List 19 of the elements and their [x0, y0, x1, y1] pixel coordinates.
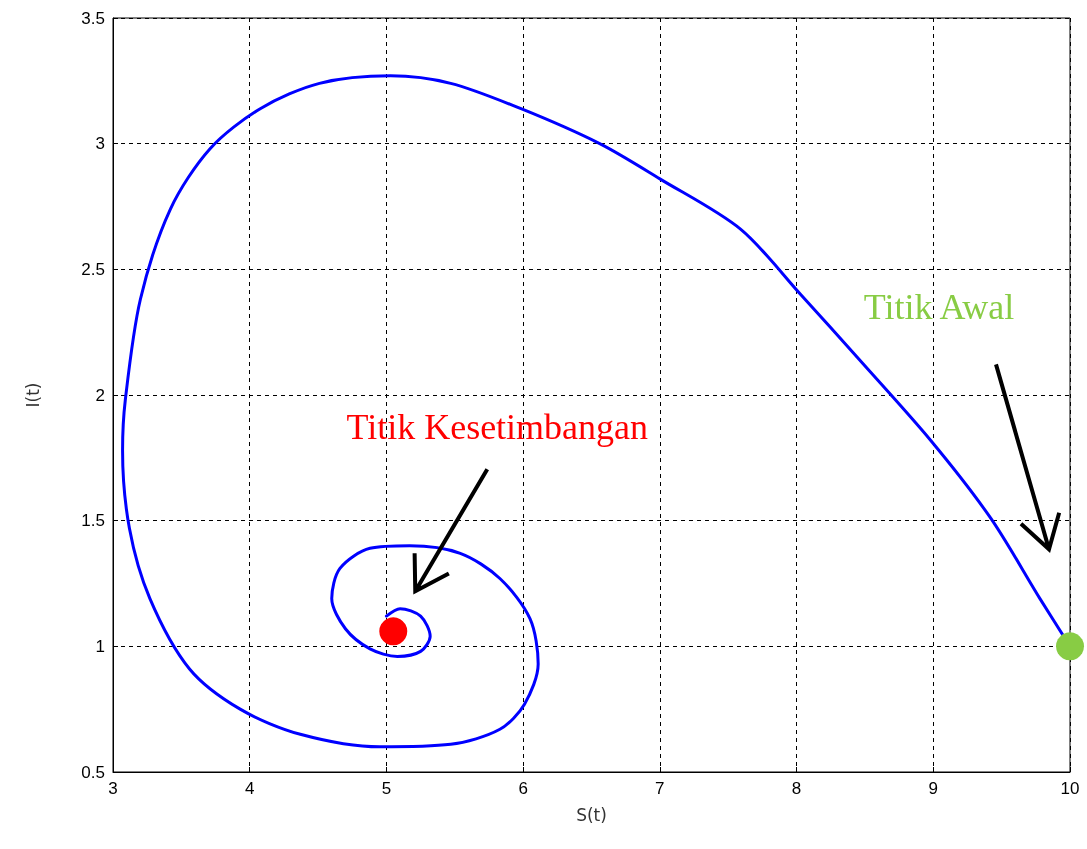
- x-tick-label: 9: [928, 779, 939, 798]
- y-tick-label: 0.5: [81, 762, 105, 782]
- x-tick-label: 5: [381, 779, 392, 798]
- annotation: Titik Awal: [863, 287, 1015, 328]
- y-tick-label: 1.5: [81, 511, 105, 531]
- y-tick-label: 3.5: [81, 8, 105, 28]
- x-tick-label: 4: [244, 779, 255, 798]
- x-tick-label: 3: [108, 779, 118, 798]
- y-tick-label: 2.5: [81, 259, 105, 279]
- x-tick-label: 8: [791, 779, 802, 798]
- y-tick-label: 3: [95, 134, 105, 154]
- x-axis-title: S(t): [576, 804, 607, 825]
- annotation: Titik Kesetimbangan: [346, 407, 649, 448]
- x-tick-label: 6: [518, 779, 528, 798]
- x-tick-label: 10: [1060, 779, 1080, 798]
- x-tick-label: 7: [655, 779, 665, 798]
- y-tick-label: 1: [95, 636, 105, 656]
- y-tick-label: 2: [95, 385, 105, 405]
- y-axis-title: I(t): [22, 382, 43, 408]
